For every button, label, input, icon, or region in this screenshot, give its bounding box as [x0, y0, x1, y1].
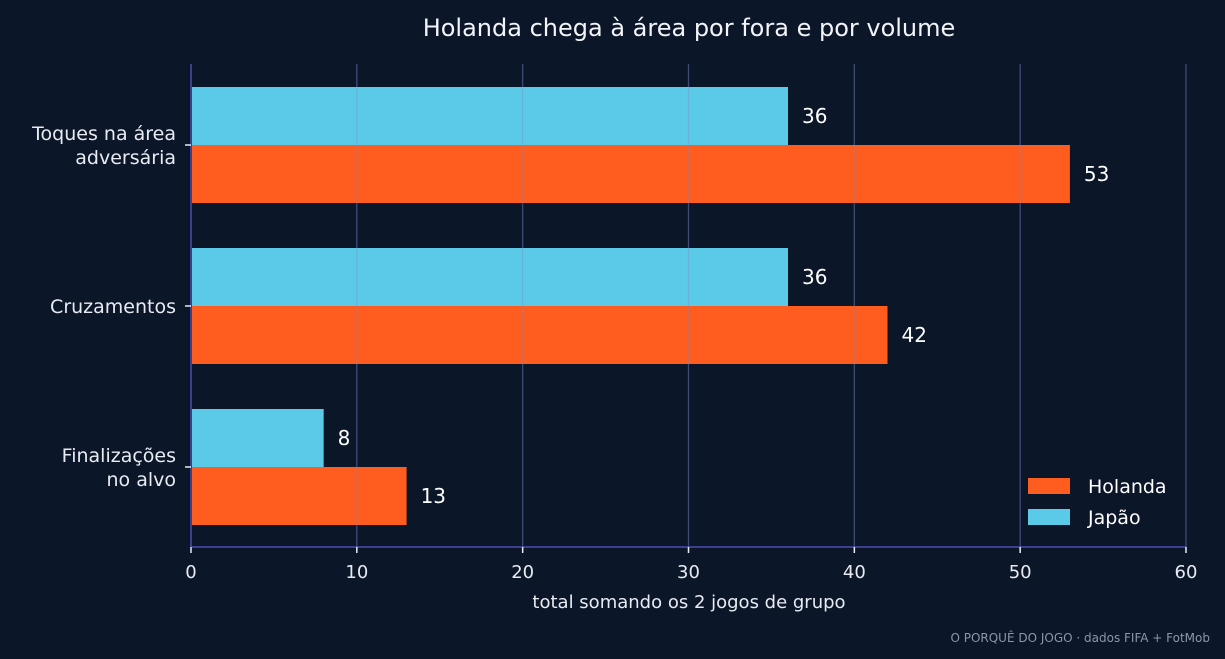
x-tick-label: 50	[1009, 562, 1032, 583]
x-tick-label: 0	[185, 562, 196, 583]
x-tick-label: 40	[843, 562, 866, 583]
chart-title: Holanda chega à área por fora e por volu…	[423, 14, 956, 42]
x-tick-label: 20	[511, 562, 534, 583]
x-tick-label: 30	[677, 562, 700, 583]
legend-swatch-holanda	[1028, 478, 1070, 494]
legend-label-japao: Japão	[1087, 507, 1141, 529]
data-label: 53	[1084, 162, 1109, 186]
source-credit: O PORQUÊ DO JOGO · dados FIFA + FotMob	[950, 630, 1210, 645]
x-tick-label: 10	[345, 562, 368, 583]
x-axis-label: total somando os 2 jogos de grupo	[532, 592, 845, 613]
bar-holanda	[191, 306, 888, 364]
y-tick-label: Cruzamentos	[50, 296, 176, 318]
bar-holanda	[191, 145, 1070, 203]
legend-swatch-japao	[1028, 509, 1070, 525]
bar-japao	[191, 87, 788, 145]
bar-japao	[191, 248, 788, 306]
legend: Holanda Japão	[1028, 476, 1167, 529]
axes: 0 10 20 30 40 50 60 Toques na área adversária Cru…	[31, 64, 1197, 583]
data-label: 36	[802, 265, 827, 289]
bar-japao	[191, 409, 324, 467]
x-tick-label: 60	[1175, 562, 1198, 583]
legend-label-holanda: Holanda	[1088, 476, 1167, 498]
bar-holanda	[191, 467, 407, 525]
y-tick-label: Finalizações no alvo	[62, 445, 176, 491]
y-tick-label: Toques na área adversária	[31, 123, 176, 169]
data-label: 42	[902, 323, 927, 347]
data-label: 13	[421, 484, 446, 508]
data-label: 8	[338, 426, 351, 450]
bars	[191, 87, 1070, 525]
labels: 36 53 36 42 8 13	[338, 64, 1187, 547]
data-label: 36	[802, 104, 827, 128]
